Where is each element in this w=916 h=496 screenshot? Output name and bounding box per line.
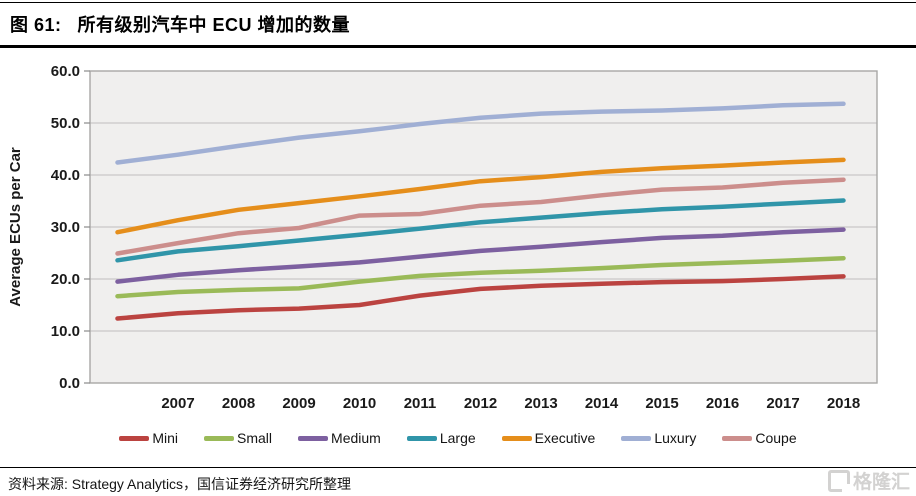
- legend-swatch-mini: [119, 435, 150, 441]
- legend-item-large: Large: [406, 430, 476, 446]
- y-tick-label: 40.0: [51, 167, 80, 184]
- legend-item-small: Small: [204, 430, 272, 446]
- figure-number: 图 61:: [10, 15, 62, 35]
- watermark-text: 格隆汇: [852, 472, 910, 493]
- y-tick-label: 0.0: [59, 375, 80, 392]
- watermark: 格隆汇: [827, 467, 910, 494]
- x-tick-label: 2018: [827, 395, 860, 412]
- x-tick-label: 2014: [585, 395, 619, 412]
- legend-item-mini: Mini: [119, 430, 178, 446]
- legend-item-coupe: Coupe: [722, 430, 797, 446]
- legend-label: Executive: [534, 430, 596, 446]
- legend-label: Coupe: [755, 430, 797, 446]
- ecu-line-chart: 0.0 10.0 20.0 30.0 40.0 50.0 60.0 2007 2008 2009 2…: [7, 63, 878, 412]
- legend-item-executive: Executive: [501, 430, 596, 446]
- legend-label: Mini: [152, 430, 179, 446]
- legend-item-medium: Medium: [298, 430, 381, 446]
- title-divider: [0, 45, 916, 48]
- x-tick-label: 2010: [343, 395, 376, 412]
- series-line-executive: [115, 157, 846, 235]
- legend-swatch-coupe: [722, 435, 753, 441]
- legend-label: Medium: [331, 430, 381, 446]
- y-tick-label: 20.0: [51, 271, 80, 288]
- source-note: 资料来源: Strategy Analytics，国信证券经济研究所整理: [8, 476, 352, 492]
- y-axis-title: Average ECUs per Car: [7, 147, 24, 307]
- series-line-large: [115, 198, 846, 263]
- figure-title: 图 61: 所有级别汽车中 ECU 增加的数量: [10, 11, 350, 37]
- y-tick-label: 50.0: [51, 115, 80, 132]
- x-tick-label: 2008: [222, 395, 255, 412]
- series-line-small: [115, 255, 846, 299]
- legend-label: Large: [439, 430, 476, 446]
- x-tick-label: 2015: [645, 395, 678, 412]
- legend-label: Luxury: [654, 430, 697, 446]
- x-tick-label: 2007: [161, 395, 194, 412]
- x-tick-label: 2011: [404, 395, 437, 412]
- chart-legend: Mini Small Medium Large Executive Luxury Coupe: [0, 430, 916, 446]
- y-tick-label: 60.0: [51, 63, 80, 80]
- figure-title-text: 所有级别汽车中 ECU 增加的数量: [77, 15, 351, 35]
- legend-item-luxury: Luxury: [621, 430, 696, 446]
- legend-swatch-medium: [298, 435, 329, 441]
- legend-swatch-executive: [501, 435, 532, 441]
- gelonghui-logo-icon: [827, 469, 851, 493]
- x-tick-label: 2013: [524, 395, 557, 412]
- footer-divider: [0, 467, 916, 468]
- series-line-luxury: [115, 101, 846, 165]
- legend-swatch-large: [406, 435, 437, 441]
- legend-label: Small: [237, 430, 273, 446]
- legend-swatch-small: [204, 435, 235, 441]
- series-line-mini: [115, 274, 846, 321]
- y-tick-label: 30.0: [51, 219, 80, 236]
- x-tick-label: 2012: [464, 395, 497, 412]
- y-tick-label: 10.0: [51, 323, 80, 340]
- series-line-coupe: [115, 177, 846, 256]
- x-tick-label: 2016: [706, 395, 739, 412]
- x-tick-label: 2009: [282, 395, 315, 412]
- top-divider: [0, 2, 916, 3]
- series-line-medium: [115, 227, 846, 284]
- legend-swatch-luxury: [621, 435, 652, 441]
- x-tick-label: 2017: [766, 395, 799, 412]
